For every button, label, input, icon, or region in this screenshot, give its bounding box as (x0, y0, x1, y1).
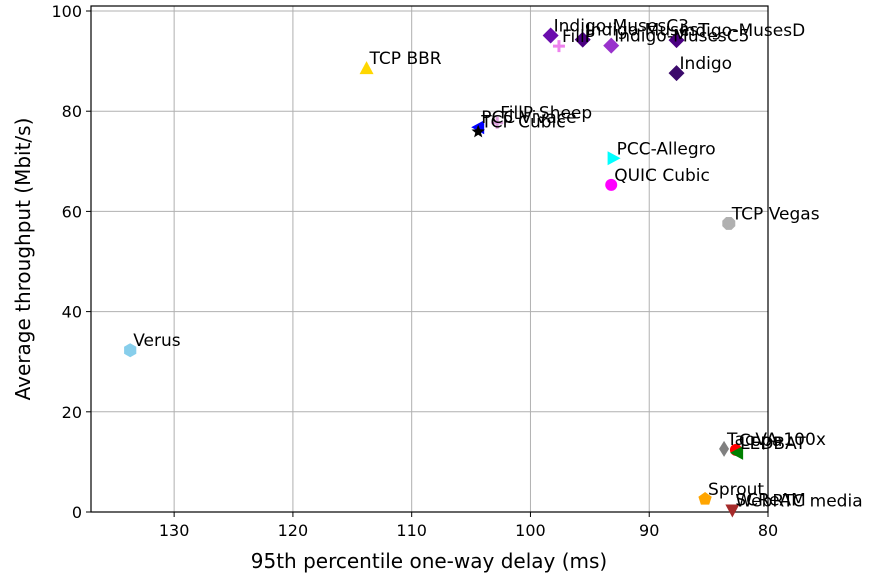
point-taova-100x (719, 440, 730, 457)
y-tick-label: 20 (62, 403, 82, 422)
point-pcc-allegro (607, 151, 621, 166)
point-verus (124, 343, 137, 358)
point-label-sprout: Sprout (708, 480, 764, 500)
point-label-verus: Verus (133, 331, 181, 351)
point-label-webrtc-media: WebRTC media (735, 491, 862, 511)
x-tick-label: 100 (515, 521, 546, 540)
x-tick-label: 120 (278, 521, 309, 540)
point-label-scream: SCReAM (735, 490, 805, 510)
x-axis-label: 95th percentile one-way delay (ms) (251, 549, 607, 573)
point-ledbat (730, 445, 744, 460)
y-tick-label: 40 (62, 303, 82, 322)
point-label-pcc-allegro: PCC-Allegro (617, 139, 716, 159)
point-webrtc-media (725, 504, 740, 518)
point-fillp-sheep (491, 116, 504, 129)
y-tick-label: 100 (51, 2, 82, 21)
point-label-indigo-musesd: Indigo-MusesD (680, 21, 806, 41)
x-tick-label: 130 (159, 521, 190, 540)
x-tick-label: 110 (396, 521, 427, 540)
y-tick-label: 80 (62, 102, 82, 121)
point-label-tcp-vegas: TCP Vegas (731, 204, 820, 224)
y-tick-label: 0 (72, 503, 82, 522)
x-tick-label: 90 (639, 521, 659, 540)
point-label-indigo-musesc3: Indigo-MusesC3 (554, 17, 689, 37)
point-label-tcp-bbr: TCP BBR (369, 49, 442, 69)
point-tcp-bbr (359, 61, 374, 75)
point-tcp-vegas (722, 217, 736, 230)
point-label-fillp-sheep: FillP-Sheep (500, 104, 592, 124)
point-label-taova-100x: TaoVA-100x (726, 430, 826, 450)
point-label-quic-cubic: QUIC Cubic (614, 166, 710, 186)
point-quic-cubic (605, 178, 618, 191)
point-sprout (698, 492, 712, 505)
point-label-indigo-musesc5: Indigo-MusesC5 (614, 27, 749, 47)
point-label-pcc-vivace: PCC-Vivace (481, 108, 576, 128)
point-label-tcp-cubic: TCP Cubic (480, 113, 565, 133)
grid (91, 6, 769, 513)
point-label-fillp: FillP (562, 27, 595, 47)
point-fillp (552, 40, 565, 53)
y-axis-label: Average throughput (Mbit/s) (11, 118, 35, 401)
data-points (124, 27, 744, 518)
point-indigo-musest (574, 31, 591, 48)
point-label-ledbat: LEDBAT (740, 434, 806, 454)
x-tick-label: 80 (758, 521, 778, 540)
point-label-indigo: Indigo (680, 54, 733, 74)
y-tick-label: 60 (62, 202, 82, 221)
point-labels: Indigo-MusesC3Indigo-MusesTIndigo-MusesD… (133, 17, 862, 512)
point-indigo-musesc5 (603, 37, 620, 54)
point-tcp-cubic (471, 124, 485, 138)
plot-frame (90, 5, 769, 513)
point-label-indigo-musest: Indigo-MusesT (586, 21, 710, 41)
point-label-copa: Copa (739, 431, 782, 451)
point-indigo-musesd (668, 32, 685, 49)
point-indigo (668, 65, 685, 82)
axis-ticks: 130 120 110 100 90 80 0 20 40 60 80 100 (51, 2, 778, 540)
point-indigo-musesc3 (542, 27, 559, 44)
